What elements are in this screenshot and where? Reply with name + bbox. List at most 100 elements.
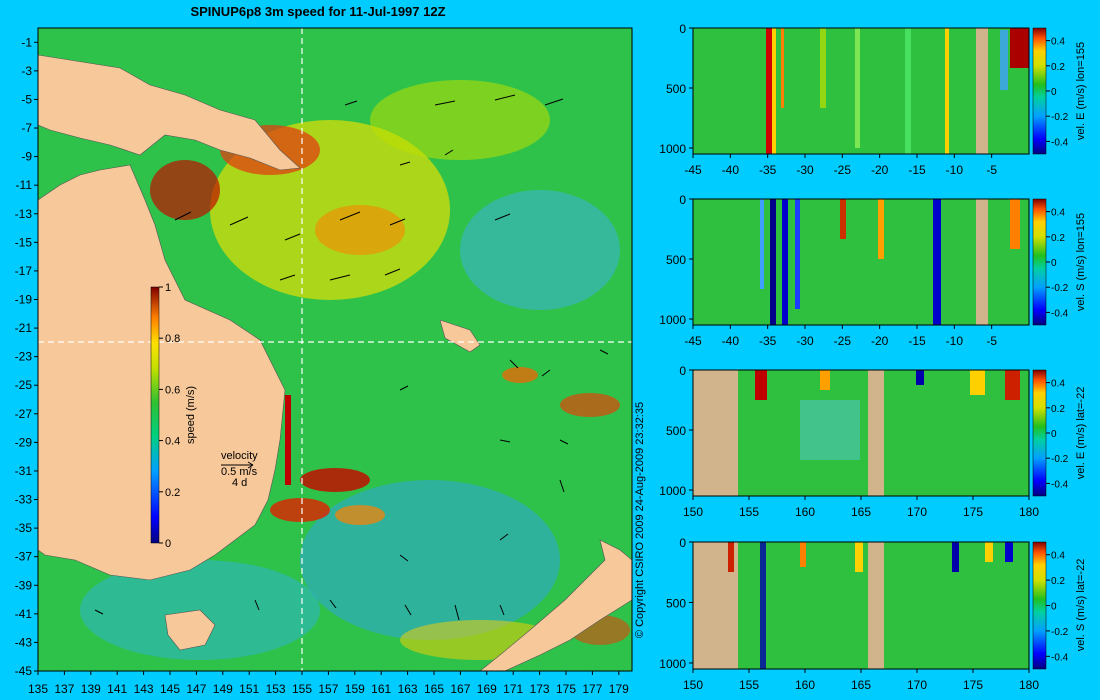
map-ytick-label: -35	[15, 521, 33, 535]
panel-1-xtick-label: -15	[908, 163, 926, 177]
map-xtick-label: 179	[609, 682, 629, 696]
panel-1-xtick-label: -5	[986, 163, 997, 177]
map-ytick-label: -25	[15, 378, 33, 392]
map-ytick-label: -1	[21, 35, 32, 49]
map-yticks: -1 -3 -5 -7 -9 -11 -13 -15 -17 -19 -21 -23 -25 -27 -29…	[15, 35, 38, 678]
tasmania	[164, 609, 216, 651]
panel-4-colorbar-tick-label: 0.2	[1051, 576, 1065, 587]
panel-4-yticks: 0 500 1000	[659, 536, 693, 671]
panel-1-xtick-label: -45	[684, 163, 702, 177]
map-colorbar-ticks: 0 0.2 0.4 0.6 0.8 1	[159, 282, 180, 550]
panel-1-colorbar-tick-label: 0.4	[1051, 37, 1065, 48]
panel-2-colorbar-label: vel. S (m/s) lon=155	[1075, 213, 1087, 311]
panel-3-ytick-label: 500	[666, 424, 686, 438]
australia	[37, 164, 286, 581]
map-ytick-label: -29	[15, 435, 33, 449]
map-colorbar-tick-label: 1	[165, 282, 171, 294]
map-ytick-label: -39	[15, 578, 33, 592]
panel-3-colorbar-tick-label: -0.2	[1051, 454, 1069, 465]
panel-2-features	[760, 199, 1020, 325]
map-ytick-label: -41	[15, 607, 33, 621]
map-ytick-label: -19	[15, 292, 33, 306]
panel-3-colorbar-tick-label: 0.2	[1051, 404, 1065, 415]
panel-4-colorbar-tick-label: 0	[1051, 602, 1057, 613]
velocity-key-arrowhead	[247, 461, 254, 469]
velocity-arrows	[94, 94, 609, 621]
panel-3-colorbar-ticks: 0.4 0.2 0 -0.2 -0.4	[1046, 379, 1069, 490]
panel-4-xtick-label: 155	[739, 678, 759, 692]
panel-2-colorbar-ticks: 0.4 0.2 0 -0.2 -0.4	[1046, 208, 1069, 319]
map-xtick-label: 151	[239, 682, 259, 696]
map-xtick-label: 153	[266, 682, 286, 696]
panel-1-xtick-label: -10	[946, 163, 964, 177]
copyright: © Copyright CSIRO 2009 24-Aug-2009 23:32…	[634, 402, 646, 638]
panel-4-xtick-label: 150	[683, 678, 703, 692]
panel-4-ytick-label: 0	[679, 536, 686, 550]
panel-3-xtick-label: 170	[907, 505, 927, 519]
panel-1-colorbar	[1032, 27, 1047, 155]
panel-3-colorbar-label: vel. E (m/s) lat=-22	[1075, 387, 1087, 480]
panel-4-xticks: 150 155 160 165 170 175 180	[683, 669, 1039, 692]
panel-2-xtick-label: -45	[684, 334, 702, 348]
map-title: SPINUP6p8 3m speed for 11-Jul-1997 12Z	[190, 4, 445, 19]
map-xtick-label: 169	[477, 682, 497, 696]
panel-3-colorbar-tick-label: -0.4	[1051, 479, 1069, 490]
map-ytick-label: -27	[15, 407, 33, 421]
panel-4-features	[693, 542, 1013, 669]
panel-4-colorbar-tick-label: 0.4	[1051, 551, 1065, 562]
map-xtick-label: 171	[503, 682, 523, 696]
map-ytick-label: -23	[15, 350, 33, 364]
panel-4-colorbar-ticks: 0.4 0.2 0 -0.2 -0.4	[1046, 551, 1069, 663]
panel-2-xtick-label: -35	[759, 334, 777, 348]
map-ytick-label: -43	[15, 635, 33, 649]
panel-3-ytick-label: 0	[679, 364, 686, 378]
panel-2-xtick-label: -10	[946, 334, 964, 348]
panel-2-xtick-label: -30	[796, 334, 814, 348]
map-xtick-label: 157	[318, 682, 338, 696]
panel-4-colorbar-tick-label: -0.4	[1051, 652, 1069, 663]
map-colorbar-tick-label: 0.8	[165, 333, 180, 345]
map-colorbar: 0 0.2 0.4 0.6 0.8 1 speed (m/s)	[150, 282, 197, 550]
panel-4-xtick-label: 180	[1019, 678, 1039, 692]
velocity-key-scale: 0.5 m/s	[221, 466, 258, 478]
panel-4-ytick-label: 500	[666, 596, 686, 610]
panel-2-field	[693, 199, 1029, 325]
map-xtick-label: 155	[292, 682, 312, 696]
panel-3-xticks: 150 155 160 165 170 175 180	[683, 496, 1039, 519]
map-xtick-label: 165	[424, 682, 444, 696]
panel-2-xtick-label: -5	[986, 334, 997, 348]
map-colorbar-tick-label: 0.4	[165, 436, 180, 448]
panel-2-ytick-label: 0	[679, 193, 686, 207]
map-xtick-label: 163	[398, 682, 418, 696]
panel-3-colorbar-tick-label: 0	[1051, 429, 1057, 440]
panel-1-colorbar-tick-label: 0	[1051, 87, 1057, 98]
panel-1-field	[693, 28, 1029, 154]
panel-2-ytick-label: 1000	[659, 313, 686, 327]
map-axis-frame	[37, 27, 633, 672]
map-ytick-label: -45	[15, 664, 33, 678]
panel-2-xtick-label: -25	[834, 334, 852, 348]
map-ytick-label: -13	[15, 207, 33, 221]
panel-1-colorbar-ticks: 0.4 0.2 0 -0.2 -0.4	[1046, 37, 1069, 148]
panel-3-ytick-label: 1000	[659, 484, 686, 498]
panel-2-xtick-label: -15	[908, 334, 926, 348]
panel-2-colorbar-tick-label: 0.4	[1051, 208, 1065, 219]
panel-1-colorbar-label: vel. E (m/s) lon=155	[1075, 42, 1087, 140]
map-xticks: 135 137 139 141 143 145 147 149 151 153 155 157 159 1…	[28, 671, 629, 696]
map-xtick-label: 139	[81, 682, 101, 696]
panel-1-colorbar-tick-label: -0.4	[1051, 137, 1069, 148]
panel-3-xtick-label: 180	[1019, 505, 1039, 519]
panel-2-colorbar-tick-label: 0	[1051, 258, 1057, 269]
map-colorbar-ramp	[150, 286, 160, 544]
map-xtick-label: 143	[134, 682, 154, 696]
map-xtick-label: 137	[54, 682, 74, 696]
panel-2-colorbar	[1032, 198, 1047, 326]
velocity-key-title: velocity	[221, 450, 258, 462]
section-panel-4: 150 155 160 165 170 175 180 0 500 1000 0.4 0.2 0 -0…	[659, 536, 1087, 692]
panel-1-ytick-label: 500	[666, 82, 686, 96]
panel-1-xtick-label: -35	[759, 163, 777, 177]
panel-2-xtick-label: -20	[871, 334, 889, 348]
map-ytick-label: -37	[15, 550, 33, 564]
panel-4-colorbar	[1032, 541, 1047, 670]
panel-3-xtick-label: 175	[963, 505, 983, 519]
